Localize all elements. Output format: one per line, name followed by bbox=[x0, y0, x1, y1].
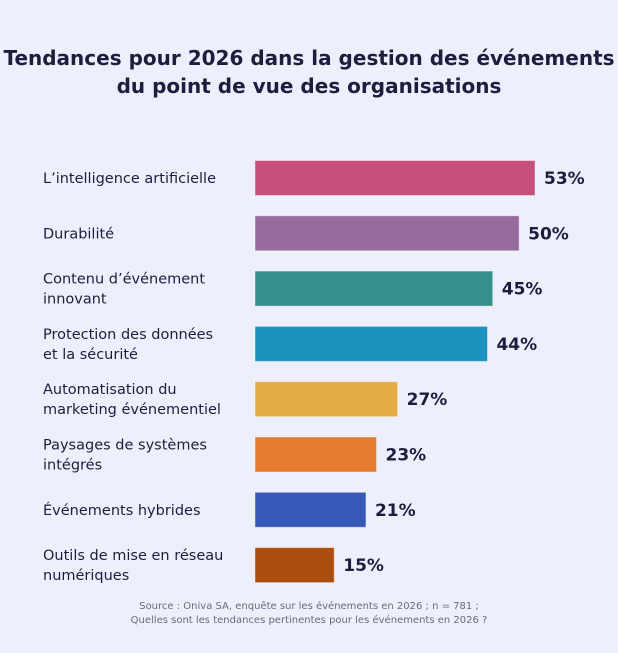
source-line-1: Source : Oniva SA, enquête sur les événe… bbox=[139, 601, 479, 612]
value-label: 21% bbox=[375, 501, 416, 521]
bar bbox=[254, 547, 335, 584]
category-label: Contenu d’événement bbox=[43, 272, 205, 288]
value-label: 50% bbox=[528, 224, 569, 244]
category-label: Durabilité bbox=[43, 226, 114, 242]
chart-title: Tendances pour 2026 dans la gestion des … bbox=[0, 44, 618, 100]
category-label: innovant bbox=[43, 292, 107, 308]
value-label: 15% bbox=[343, 556, 384, 576]
category-label: Paysages de systèmes bbox=[43, 438, 207, 454]
chart-title-line-1: Tendances pour 2026 dans la gestion des … bbox=[3, 46, 615, 70]
category-label: marketing événementiel bbox=[43, 402, 221, 418]
value-label: 27% bbox=[407, 390, 448, 410]
category-label: Automatisation du bbox=[43, 382, 177, 398]
category-label: L’intelligence artificielle bbox=[43, 171, 216, 187]
category-label: intégrés bbox=[43, 458, 102, 474]
bar bbox=[254, 491, 367, 528]
chart-title-line-2: du point de vue des organisations bbox=[116, 74, 502, 98]
bar-chart: 53% L’intelligence artificielle 50% Durabil… bbox=[43, 160, 585, 584]
value-label: 23% bbox=[386, 446, 427, 466]
category-label: Protection des données bbox=[43, 327, 213, 343]
bar bbox=[254, 160, 536, 196]
value-label: 53% bbox=[544, 169, 585, 189]
bar bbox=[254, 215, 520, 252]
bar bbox=[254, 270, 494, 307]
bar bbox=[254, 325, 488, 362]
category-label: et la sécurité bbox=[43, 347, 138, 363]
bar bbox=[254, 436, 378, 473]
category-label: Outils de mise en réseau bbox=[43, 548, 223, 564]
category-label: Événements hybrides bbox=[43, 502, 201, 519]
chart-source: Source : Oniva SA, enquête sur les événe… bbox=[0, 600, 618, 628]
source-line-2: Quelles sont les tendances pertinentes p… bbox=[130, 615, 488, 626]
bar bbox=[254, 381, 399, 418]
category-label: numériques bbox=[43, 568, 129, 584]
value-label: 44% bbox=[496, 335, 537, 355]
value-label: 45% bbox=[502, 280, 543, 300]
